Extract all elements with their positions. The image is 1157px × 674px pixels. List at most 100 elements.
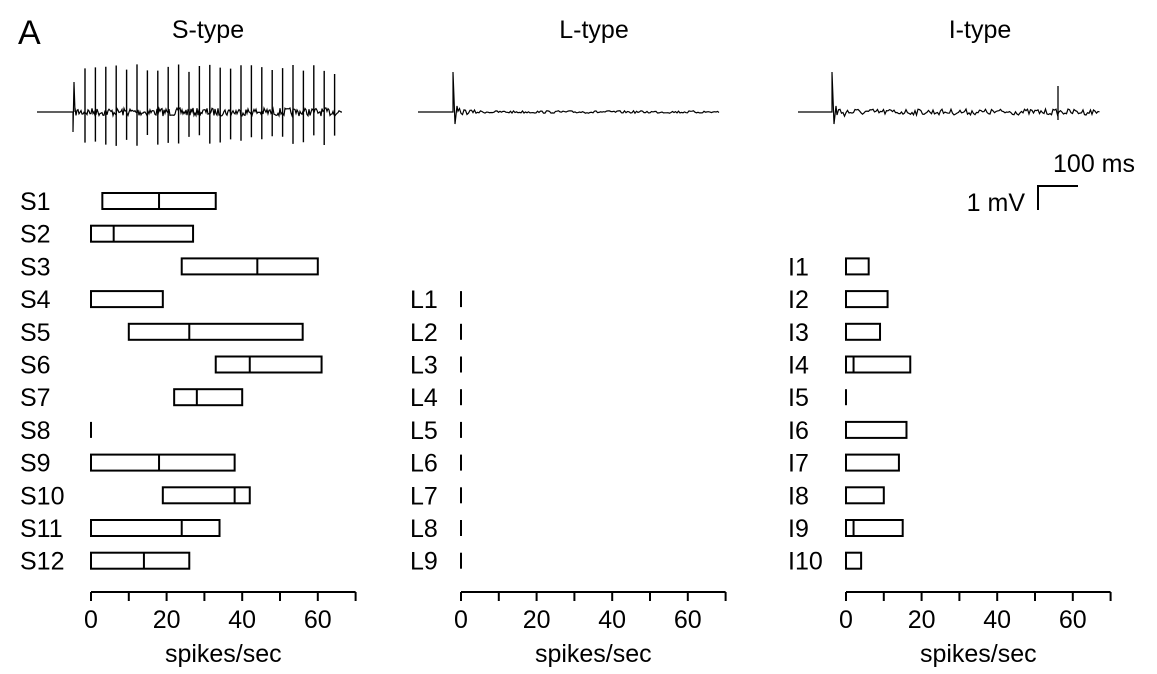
unit-row: I3 [788,319,882,347]
unit-label: I9 [788,515,809,543]
x-tick-label: 40 [228,606,256,634]
unit-row: L6 [410,450,462,478]
unit-row: I5 [788,384,847,412]
voltage-trace [418,71,720,125]
panel-title: S-type [172,16,244,44]
trace-spikes [84,64,336,146]
unit-row: L1 [410,286,462,314]
unit-row: I7 [788,450,900,478]
unit-row: S1 [20,188,217,216]
unit-label: L1 [410,286,438,314]
unit-row: L2 [410,319,462,347]
unit-row: I9 [788,515,904,543]
x-axis-label: spikes/sec [165,640,282,668]
unit-row: I2 [788,286,889,314]
unit-label: S5 [20,319,51,347]
scale-bar-lines [1037,185,1078,210]
unit-range-box [180,257,319,276]
unit-label: S2 [20,221,51,249]
unit-range-box [845,453,900,472]
unit-label: I7 [788,450,809,478]
x-tick-label: 40 [983,606,1011,634]
unit-label: I8 [788,482,809,510]
unit-range-box [214,355,323,374]
voltage-trace [798,71,1100,125]
x-tick-label: 20 [523,606,551,634]
unit-label: S7 [20,384,51,412]
unit-row: L3 [410,352,462,380]
unit-label: S10 [20,482,64,510]
unit-row: S3 [20,253,319,281]
x-tick-label: 60 [304,606,332,634]
unit-label: S9 [20,450,51,478]
unit-row: S4 [20,286,164,314]
unit-row: L9 [410,548,462,576]
unit-range-box [90,519,221,537]
unit-row: S5 [20,319,304,347]
scale-bar-voltage-label: 1 mV [967,189,1026,217]
trace-baseline [798,71,1100,125]
unit-range-box [845,551,863,570]
unit-label: S11 [20,515,63,543]
x-tick-label: 60 [1059,606,1087,634]
unit-label: I10 [788,548,823,576]
unit-label: I6 [788,417,809,445]
x-tick-label: 0 [839,606,853,634]
unit-row: I6 [788,417,908,445]
unit-range-box [845,257,870,276]
unit-label: S8 [20,417,51,445]
unit-range-box [90,551,191,570]
x-tick-label: 20 [908,606,936,634]
unit-row: S7 [20,384,244,412]
trace-baseline [37,81,342,133]
unit-label: S1 [20,188,51,216]
x-axis-label: spikes/sec [920,640,1037,668]
panel-title: L-type [559,16,628,44]
scale-bar: 100 ms 1 mV [967,150,1135,217]
unit-row: I10 [788,548,863,576]
voltage-trace [37,64,342,146]
unit-label: I4 [788,352,809,380]
s-type-panel: S-type S1 S2 S3 S4 S5 S6 S7 S8 S9 S10 S11 S12 0 20 40 60… [20,16,357,668]
x-axis-label: spikes/sec [535,640,652,668]
unit-row: L7 [410,482,462,510]
unit-row: S12 [20,548,191,576]
x-tick-label: 0 [454,606,468,634]
unit-row: L8 [410,515,462,543]
unit-row: S9 [20,450,236,478]
x-axis: 0 20 40 60 spikes/sec [454,591,727,668]
unit-range-box [127,322,304,341]
unit-label: I3 [788,319,809,347]
unit-range-box [845,290,889,309]
scale-bar-time-label: 100 ms [1053,150,1135,178]
unit-label: L5 [410,417,438,445]
panel-label: A [18,14,41,52]
unit-row: S10 [20,482,251,510]
unit-range-box [90,453,236,472]
x-tick-label: 60 [674,606,702,634]
x-axis: 0 20 40 60 spikes/sec [839,591,1112,668]
x-tick-label: 20 [153,606,181,634]
x-tick-label: 40 [598,606,626,634]
unit-row: S2 [20,221,195,249]
unit-row: S8 [20,417,92,445]
x-axis: 0 20 40 60 spikes/sec [84,591,357,668]
unit-label: L4 [410,384,438,412]
unit-label: I1 [788,253,809,281]
unit-range-box [845,486,885,505]
unit-label: L9 [410,548,438,576]
l-type-panel: L-type L1 L2 L3 L4 L5 L6 L7 L8 L9 0 20 40 60 spikes/se… [410,16,727,668]
unit-row: S6 [20,352,323,380]
unit-label: S12 [20,548,64,576]
unit-range-box [845,420,908,439]
unit-label: L7 [410,482,438,510]
unit-range-box [161,486,251,505]
i-type-panel: I-type I1 I2 I3 I4 I5 I6 I7 I8 I9 I10 0 20 40 60 spikes… [788,16,1112,668]
unit-row: I4 [788,352,912,380]
unit-label: L2 [410,319,438,347]
unit-range-box [845,355,912,374]
x-tick-label: 0 [84,606,98,634]
unit-label: I2 [788,286,809,314]
unit-label: S4 [20,286,51,314]
